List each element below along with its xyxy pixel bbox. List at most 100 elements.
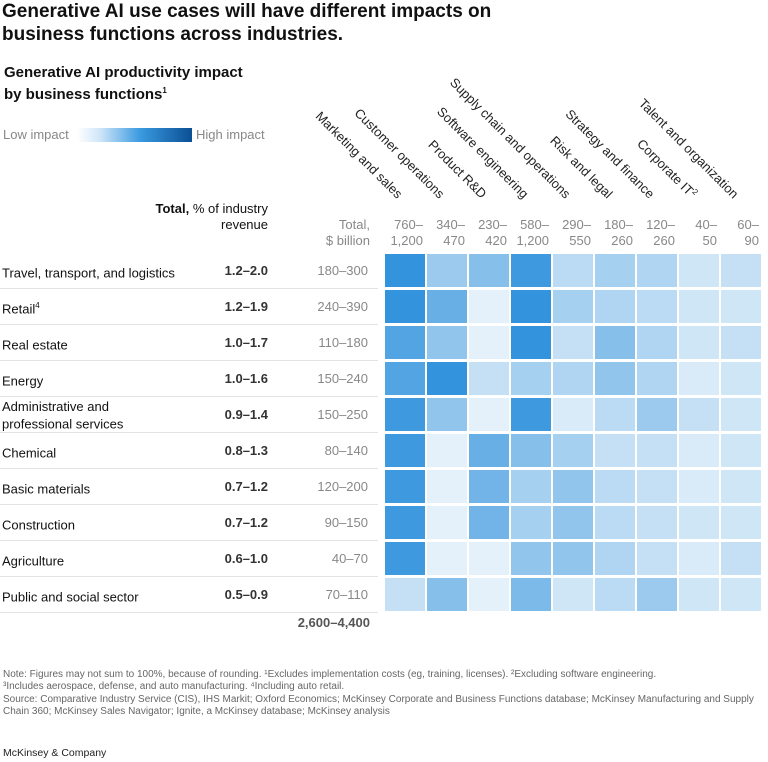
heatmap-cell <box>469 542 509 575</box>
row-label: Retail4 <box>2 299 187 316</box>
heatmap-cell <box>427 578 467 611</box>
note-line: ³Includes aerospace, defense, and auto m… <box>3 681 345 693</box>
heatmap-cell <box>427 290 467 323</box>
heatmap-cell <box>721 506 761 539</box>
heatmap-cell <box>679 506 719 539</box>
row-total-billion: 90–150 <box>324 515 368 530</box>
row-divider <box>0 468 378 469</box>
heatmap-cell <box>595 290 635 323</box>
column-total-line: 550 <box>569 233 591 248</box>
heatmap-cell <box>721 254 761 287</box>
row-divider <box>0 324 378 325</box>
heatmap-cell <box>511 290 551 323</box>
row-label-text: Basic materials <box>2 481 91 497</box>
row-label: Administrative and professional services <box>2 399 127 431</box>
heatmap-cell <box>595 326 635 359</box>
column-total: 580– 1,200 <box>509 217 549 249</box>
column-total-line: 50 <box>702 233 717 248</box>
column-total-line: 470 <box>443 233 465 248</box>
heatmap-cell <box>595 362 635 395</box>
row-label-text: Travel, transport, and logistics <box>2 265 175 281</box>
legend-high-label: High impact <box>196 127 265 142</box>
heatmap-cell <box>553 542 593 575</box>
heatmap-cell <box>679 470 719 503</box>
heatmap-cell <box>511 254 551 287</box>
heatmap-cell <box>637 398 677 431</box>
row-label-text: Retail <box>2 301 36 317</box>
row-divider <box>0 432 378 433</box>
column-total-line: 420 <box>485 233 507 248</box>
heatmap-cell <box>637 578 677 611</box>
column-total-line: 40– <box>695 217 717 232</box>
row-label-text: Real estate <box>2 337 68 353</box>
column-total-line: 180– <box>604 217 633 232</box>
heatmap-cell <box>385 254 425 287</box>
column-total: 340– 470 <box>425 217 465 249</box>
row-label: Chemical <box>2 443 187 460</box>
row-total-billion: 180–300 <box>317 263 368 278</box>
heatmap-cell <box>427 398 467 431</box>
row-label: Real estate <box>2 335 187 352</box>
heatmap-cell <box>469 578 509 611</box>
footnotes: Note: Figures may not sum to 100%, becau… <box>3 669 763 718</box>
row-pct-revenue: 0.9–1.4 <box>224 407 268 422</box>
heatmap-cell <box>553 398 593 431</box>
row-pct-revenue: 0.5–0.9 <box>224 587 268 602</box>
legend-low-label: Low impact <box>3 127 69 142</box>
heatmap-cell <box>385 434 425 467</box>
row-divider <box>0 576 378 577</box>
heatmap-cell <box>427 542 467 575</box>
heatmap-cell <box>385 470 425 503</box>
heatmap-cell <box>595 254 635 287</box>
row-pct-revenue: 1.2–1.9 <box>224 299 268 314</box>
row-total-billion: 110–180 <box>318 335 368 350</box>
heatmap-cell <box>427 362 467 395</box>
heatmap-cell <box>469 434 509 467</box>
row-label: Basic materials <box>2 479 187 496</box>
column-total-line: 90 <box>744 233 759 248</box>
heatmap-cell <box>511 470 551 503</box>
heatmap-cell <box>679 362 719 395</box>
heatmap-cell <box>511 434 551 467</box>
heatmap-cell <box>721 578 761 611</box>
column-total-line: 340– <box>436 217 465 232</box>
row-pct-revenue: 1.2–2.0 <box>224 263 268 278</box>
column-total: 230– 420 <box>467 217 507 249</box>
heatmap-cell <box>595 578 635 611</box>
heatmap-cell <box>637 254 677 287</box>
heatmap-cell <box>511 398 551 431</box>
heatmap-cell <box>385 542 425 575</box>
row-label: Construction <box>2 515 187 532</box>
row-label: Agriculture <box>2 551 187 568</box>
column-total: 760– 1,200 <box>383 217 423 249</box>
chart-title-footnote: 1 <box>162 86 167 95</box>
column-total-line: 260 <box>611 233 633 248</box>
heatmap-cell <box>427 434 467 467</box>
header-pct-bold: Total, <box>155 201 190 216</box>
heatmap-cell <box>385 398 425 431</box>
heatmap-cell <box>637 506 677 539</box>
heatmap-cell <box>427 506 467 539</box>
heatmap-cell <box>679 326 719 359</box>
heatmap-cell <box>553 362 593 395</box>
row-label: Travel, transport, and logistics <box>2 263 187 280</box>
row-label-text: Agriculture <box>2 553 65 569</box>
row-divider <box>0 540 378 541</box>
heatmap-cell <box>553 254 593 287</box>
heatmap-cell <box>637 362 677 395</box>
heatmap-cell <box>427 326 467 359</box>
row-label-text: Energy <box>2 373 44 389</box>
heatmap-cell <box>385 506 425 539</box>
heatmap-cell <box>721 542 761 575</box>
heatmap-cell <box>385 362 425 395</box>
column-total-line: 1,200 <box>516 233 549 248</box>
row-total-billion: 150–240 <box>317 371 368 386</box>
heatmap-cell <box>595 434 635 467</box>
note-line: Note: Figures may not sum to 100%, becau… <box>3 669 657 680</box>
row-total-billion: 80–140 <box>324 443 368 458</box>
column-total-line: 230– <box>478 217 507 232</box>
heatmap-cell <box>469 290 509 323</box>
heatmap-cell <box>595 470 635 503</box>
heatmap-cell <box>679 398 719 431</box>
row-divider <box>0 504 378 505</box>
